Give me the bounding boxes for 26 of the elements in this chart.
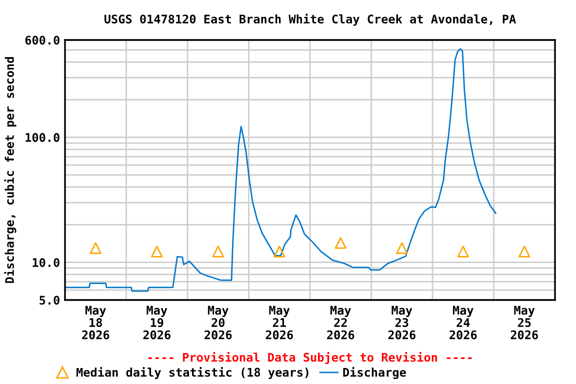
y-axis-title: Discharge, cubic feet per second [4,57,16,283]
chart-title: USGS 01478120 East Branch White Clay Creek at Avondale, PA [104,14,516,26]
y-tick-label: 10.0 [32,258,60,268]
y-tick-label: 600.0 [25,36,60,45]
x-tick-label: May 22 2026 [327,306,354,340]
legend-label: Discharge [343,366,406,380]
x-tick-label: May 25 2026 [510,306,538,340]
point [396,242,408,254]
point [518,246,530,258]
y-tick-label: 100.0 [26,133,60,142]
x-tick-label: May 20 2026 [204,306,232,340]
y-tick-label: 5.0 [40,296,60,305]
x-tick-label: May 24 2026 [450,306,477,340]
point [212,246,224,258]
point [90,242,102,254]
x-tick-label: May 18 2026 [82,306,110,340]
text: ---- Provisional Data Subject to Revision ---- [148,352,472,364]
x-tick-label: May 21 2026 [266,306,293,340]
x-tick-label: May 23 2026 [388,306,416,340]
x-tick-label: May 19 2026 [143,306,170,340]
line-series [65,48,496,292]
point [151,246,163,258]
point [274,246,286,258]
point [334,237,346,249]
legend-label: Median daily statistic (18 years) [76,366,308,380]
point [457,246,469,258]
